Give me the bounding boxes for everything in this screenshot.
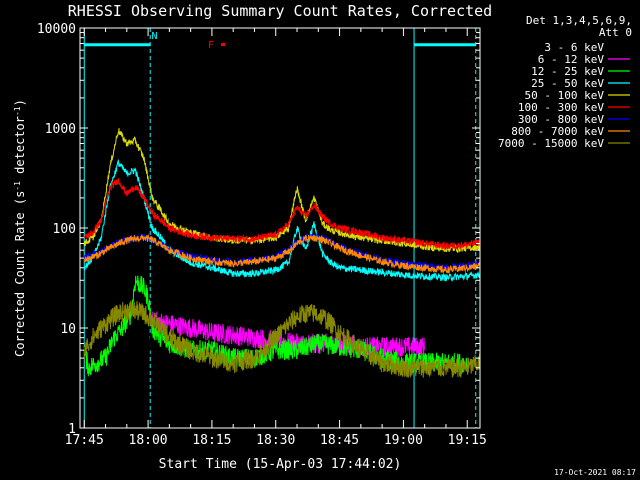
- y-tick-label: 10: [60, 322, 76, 337]
- axes: 1 10 100 1000 10000 17:45 18:00 18:15 18:30 18:45…: [37, 22, 487, 448]
- flare-marker: [221, 43, 226, 47]
- annotation-label: F: [208, 40, 214, 51]
- x-tick-label: 18:45: [320, 433, 359, 448]
- y-label-part: detector: [13, 116, 27, 181]
- footer-timestamp: 17-Oct-2021 08:17: [554, 468, 636, 477]
- y-label-part: ): [13, 99, 27, 106]
- x-tick-label: 18:30: [256, 433, 295, 448]
- chart-title: RHESSI Observing Summary Count Rates, Co…: [68, 2, 492, 20]
- legend-header: Det 1,3,4,5,6,9,: [526, 14, 632, 27]
- x-axis-label: Start Time (15-Apr-03 17:44:02): [159, 457, 402, 472]
- legend-entry-label: 6 - 12 keV: [538, 53, 605, 66]
- legend-entry-label: 7000 - 15000 keV: [498, 137, 604, 150]
- legend-entry-label: 800 - 7000 keV: [511, 125, 604, 138]
- legend-entry-label: 100 - 300 keV: [518, 101, 604, 114]
- legend-entry-label: 12 - 25 keV: [531, 65, 604, 78]
- series-line-3: [83, 159, 480, 282]
- y-label-sup: -1: [13, 106, 22, 116]
- series-line-8: [83, 300, 480, 379]
- legend-entry-label: 3 - 6 keV: [544, 41, 604, 54]
- legend-entry-label: 300 - 800 keV: [518, 113, 604, 126]
- series-line-5: [84, 178, 480, 251]
- series-line-7: [83, 233, 480, 275]
- y-tick-label: 10000: [37, 22, 76, 37]
- y-tick-label: 100: [53, 222, 76, 237]
- y-tick-label: 1000: [45, 122, 76, 137]
- x-tick-label: 18:15: [192, 433, 231, 448]
- x-tick-label: 19:15: [448, 433, 487, 448]
- y-axis-label: Corrected Count Rate (s-1 detector-1): [13, 99, 28, 357]
- legend-header: Att 0: [599, 26, 632, 39]
- legend-entry-label: 25 - 50 keV: [531, 77, 604, 90]
- x-tick-label: 18:00: [129, 433, 168, 448]
- x-tick-label: 19:00: [384, 433, 423, 448]
- plot-clip-group: [83, 28, 480, 428]
- series-line-4: [83, 128, 480, 254]
- plot-area: NF: [83, 28, 480, 428]
- y-label-sup: -1: [13, 181, 22, 191]
- legend-entry-label: 50 - 100 keV: [525, 89, 605, 102]
- annotation-label: N: [151, 31, 157, 42]
- y-label-part: Corrected Count Rate (s: [13, 191, 27, 357]
- x-tick-label: 17:45: [65, 433, 104, 448]
- y-tick-label: 1: [68, 422, 76, 437]
